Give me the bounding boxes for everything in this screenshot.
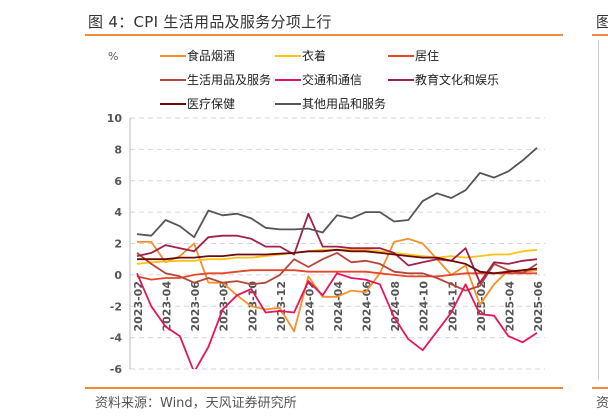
y-tick-label: 6 (114, 175, 122, 188)
y-tick-label: 8 (114, 143, 122, 156)
y-tick-label: 0 (114, 269, 122, 282)
next-source-note: 资 (596, 396, 608, 411)
legend-label: 生活用品及服务 (187, 72, 271, 87)
next-title-rule (592, 34, 608, 36)
series-line-6 (136, 212, 538, 284)
x-tick-label: 2025-02 (475, 281, 488, 332)
series-lines (136, 147, 538, 369)
next-panel-axis (598, 40, 599, 380)
grid (130, 117, 545, 370)
y-tick-label: 2 (114, 238, 122, 251)
x-tick-label: 2024-10 (418, 281, 431, 332)
x-tick-label: 2023-06 (189, 281, 202, 332)
x-tick-label: 2025-04 (503, 281, 516, 332)
y-tick-label: 4 (114, 206, 122, 219)
x-tick-label: 2023-04 (161, 281, 174, 332)
x-tick-label: 2024-12 (446, 281, 459, 332)
x-tick-label: 2023-08 (218, 281, 231, 332)
series-line-7 (137, 248, 538, 275)
y-tick-label: -4 (110, 332, 123, 345)
x-tick-label: 2024-04 (332, 281, 345, 332)
series-line-8 (136, 147, 538, 239)
y-tick-label: 10 (107, 112, 123, 125)
legend-label: 食品烟酒 (187, 48, 235, 63)
y-tick-label: -6 (110, 363, 123, 376)
legend-label: 交通和通信 (302, 72, 362, 87)
title-rule (85, 34, 563, 36)
source-rule (85, 387, 563, 389)
y-tick-label: -2 (110, 300, 122, 313)
series-line-4 (136, 251, 538, 292)
legend-label: 衣着 (302, 48, 326, 63)
x-tick-label: 2025-06 (532, 281, 545, 332)
x-tick-label: 2024-06 (361, 281, 374, 332)
source-note: 资料来源：Wind，天风证券研究所 (95, 396, 297, 411)
x-tick-label: 2023-02 (132, 281, 145, 332)
series-line-1 (137, 237, 538, 333)
x-tick-label: 2024-08 (389, 281, 402, 332)
y-unit-label: % (108, 50, 118, 63)
figure-title: 图 4：CPI 生活用品及服务分项上行 (88, 13, 332, 31)
series-line-3 (136, 269, 537, 281)
x-tick-label: 2024-02 (303, 281, 316, 332)
legend-label: 居住 (415, 49, 439, 63)
legend-label: 其他用品和服务 (302, 96, 386, 111)
legend-label: 医疗保健 (187, 97, 235, 111)
next-figure-title: 图 (596, 13, 608, 31)
x-tick-label: 2023-12 (275, 281, 288, 332)
axes: 10 8 6 4 2 0 -2 -4 -6 2023-02 2023-04 2023-06 2023-0… (107, 112, 545, 376)
next-source-rule (592, 387, 608, 389)
series-line-5 (136, 272, 538, 369)
legend-label: 教育文化和娱乐 (415, 72, 499, 87)
